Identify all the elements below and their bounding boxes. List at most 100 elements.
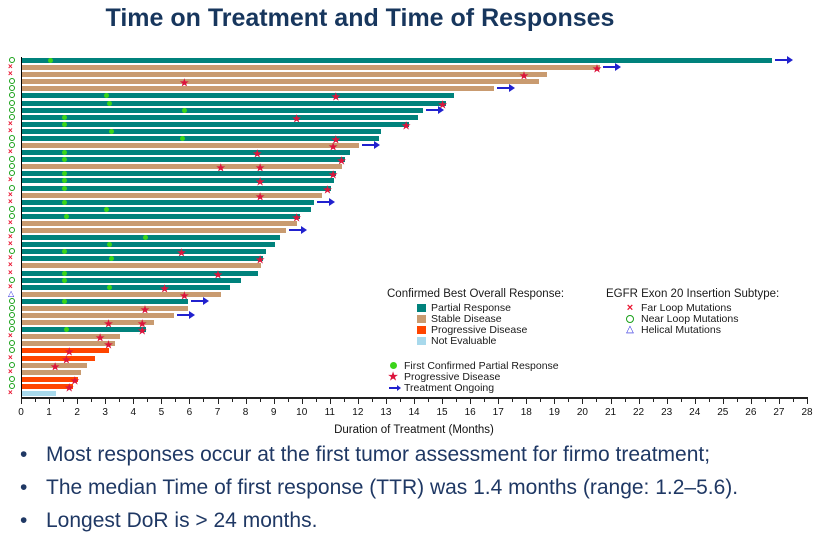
x-axis-minor-tick xyxy=(259,399,261,402)
near-loop-circle-icon xyxy=(9,185,15,191)
x-axis-major-tick xyxy=(49,399,51,404)
swimmer-bar xyxy=(22,228,286,233)
x-axis-minor-tick xyxy=(596,399,598,402)
swimmer-chart: Confirmed Best Overall Response: Partial… xyxy=(8,56,813,436)
x-axis-tick-label: 12 xyxy=(352,407,364,418)
x-axis-major-tick xyxy=(778,399,780,404)
x-axis-minor-tick xyxy=(343,399,345,402)
x-axis-minor-tick xyxy=(736,399,738,402)
x-axis-major-tick xyxy=(807,399,808,404)
legend-item-label: Progressive Disease xyxy=(431,323,528,336)
x-axis-minor-tick xyxy=(147,399,149,402)
first-response-dot-icon xyxy=(61,171,67,176)
swimmer-bar xyxy=(22,271,258,276)
far-loop-x-icon: × xyxy=(8,239,13,248)
x-axis-major-tick xyxy=(414,399,415,404)
far-loop-x-icon: × xyxy=(8,218,13,227)
x-axis-major-tick xyxy=(442,399,444,404)
swimmer-bar xyxy=(22,186,331,191)
x-axis-major-tick xyxy=(301,399,303,404)
progression-star-icon: ★ xyxy=(292,213,302,224)
first-response-dot-icon xyxy=(61,122,67,127)
first-response-dot-icon xyxy=(182,108,188,113)
near-loop-circle-icon xyxy=(9,142,15,148)
x-axis-minor-tick xyxy=(568,399,570,402)
ongoing-arrow-icon xyxy=(426,106,445,114)
legend-item-treatment-ongoing: Treatment Ongoing xyxy=(387,382,564,394)
progressive-disease-swatch-icon xyxy=(417,325,426,334)
legend-item-label: First Confirmed Partial Response xyxy=(404,359,559,372)
swimmer-bar xyxy=(22,327,146,332)
x-axis-major-tick xyxy=(498,399,500,404)
x-axis-tick-label: 15 xyxy=(436,407,448,418)
ongoing-arrow-icon xyxy=(603,63,622,71)
legend-item-stable-disease: Stable Disease xyxy=(417,312,564,325)
progression-star-icon: ★ xyxy=(160,284,170,295)
x-axis-minor-tick xyxy=(203,399,205,402)
first-response-dot-icon xyxy=(106,285,112,290)
far-loop-x-icon: × xyxy=(8,119,13,128)
bullet-2: • The median Time of first response (TTR… xyxy=(0,476,828,509)
x-axis-minor-tick xyxy=(792,399,794,402)
swimmer-bar xyxy=(22,178,334,183)
progression-star-icon: ★ xyxy=(70,376,80,387)
progression-star-icon: ★ xyxy=(64,383,74,394)
swimmer-bar xyxy=(22,65,601,70)
swimmer-bar xyxy=(22,313,174,318)
x-axis-minor-tick xyxy=(371,399,373,402)
bullet-icon: • xyxy=(20,476,28,499)
swimmer-bar xyxy=(22,320,154,325)
progression-star-icon: ★ xyxy=(61,355,71,366)
progression-star-icon: ★ xyxy=(104,319,113,330)
x-axis-major-tick xyxy=(722,399,724,404)
x-axis-minor-tick xyxy=(652,399,654,402)
legend-response-items: Partial Response Stable Disease Progress… xyxy=(417,302,564,347)
legend-marker-items: First Confirmed Partial Response ★ Progr… xyxy=(387,359,564,394)
x-axis-minor-tick xyxy=(175,399,177,402)
far-loop-x-icon: × xyxy=(8,367,13,376)
legend-item-first-confirmed-pr: First Confirmed Partial Response xyxy=(387,359,564,372)
x-axis-tick-label: 5 xyxy=(158,407,165,418)
swimmer-bar xyxy=(22,285,230,290)
legend-item-label: Stable Disease xyxy=(431,312,502,325)
x-axis-tick-label: 7 xyxy=(214,407,221,418)
near-loop-circle-icon xyxy=(9,383,15,389)
progression-star-icon: ★ xyxy=(519,71,529,82)
bullet-text: Most responses occur at the first tumor … xyxy=(46,443,711,466)
x-axis-tick-label: 21 xyxy=(604,407,617,418)
legend-item-progressive-disease: Progressive Disease xyxy=(417,323,564,336)
blue-arrow-icon xyxy=(387,384,401,391)
ongoing-arrow-icon xyxy=(361,141,380,149)
near-loop-circle-icon xyxy=(9,213,15,219)
x-axis-tick-label: 28 xyxy=(801,407,813,418)
swimmer-bar xyxy=(22,299,188,304)
legend-item-far-loop: × Far Loop Mutations xyxy=(624,302,779,314)
x-axis-major-tick xyxy=(217,399,219,404)
x-axis-major-tick xyxy=(385,399,387,404)
far-loop-x-icon: × xyxy=(8,190,13,199)
legend-item-near-loop: Near Loop Mutations xyxy=(624,313,779,325)
swimmer-bar xyxy=(22,150,351,155)
first-response-dot-icon xyxy=(61,157,67,162)
progression-star-icon: ★ xyxy=(331,135,341,146)
swimmer-bar xyxy=(22,122,410,127)
x-axis-tick-label: 23 xyxy=(661,407,673,418)
progression-star-icon: ★ xyxy=(104,340,113,351)
near-loop-circle-icon xyxy=(9,326,15,332)
near-loop-circle-icon xyxy=(9,135,15,141)
swimmer-bar xyxy=(22,129,382,134)
blue-triangle-icon: △ xyxy=(626,323,634,335)
first-response-dot-icon xyxy=(61,150,67,155)
page-title: Time on Treatment and Time of Responses xyxy=(105,4,615,32)
first-response-dot-icon xyxy=(109,129,115,134)
x-axis-tick-label: 20 xyxy=(576,407,588,418)
far-loop-x-icon: × xyxy=(8,260,13,269)
x-axis-major-tick xyxy=(105,399,107,404)
swimmer-bar xyxy=(22,242,275,247)
x-axis-tick-label: 17 xyxy=(492,407,504,418)
progression-star-icon: ★ xyxy=(137,319,147,330)
swimmer-bar xyxy=(22,278,241,283)
x-axis-major-tick xyxy=(357,399,359,404)
x-axis-tick-label: 14 xyxy=(408,407,420,418)
near-loop-circle-icon xyxy=(9,92,15,98)
